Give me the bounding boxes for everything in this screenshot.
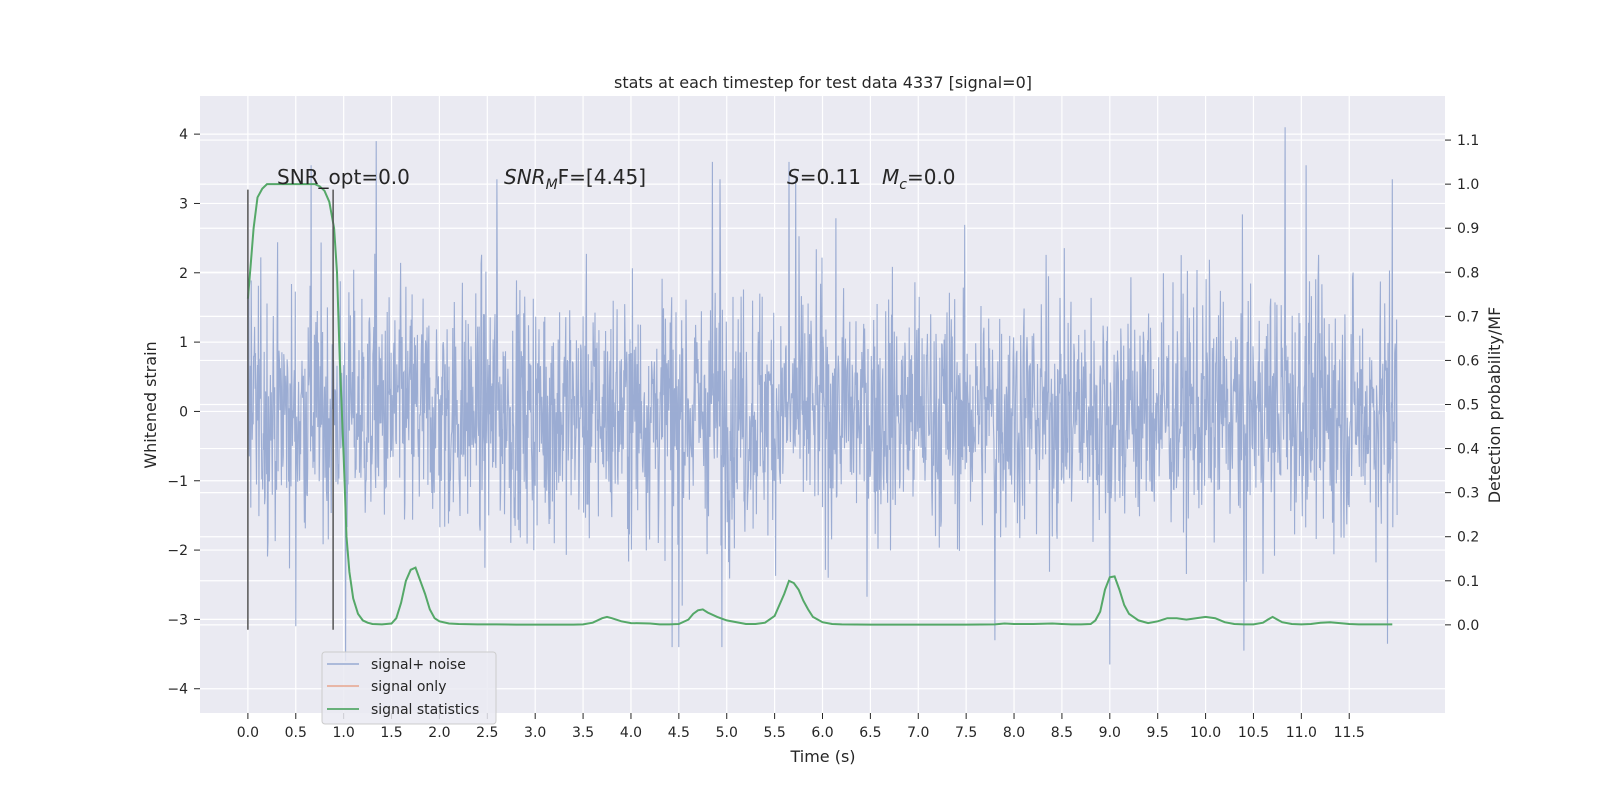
legend-box bbox=[321, 651, 497, 725]
x-tick-label: 0.0 bbox=[237, 725, 259, 741]
x-tick-label: 7.0 bbox=[907, 725, 929, 741]
x-tick-label: 1.0 bbox=[333, 725, 355, 741]
y-right-tick-label: 0.4 bbox=[1457, 442, 1479, 458]
x-tick-label: 11.0 bbox=[1286, 725, 1317, 741]
x-tick-label: 3.5 bbox=[572, 725, 594, 741]
y-right-tick-label: 0.1 bbox=[1457, 574, 1479, 590]
y-right-tick-label: 0.5 bbox=[1457, 398, 1479, 414]
x-tick-label: 10.5 bbox=[1238, 725, 1269, 741]
y-right-tick-label: 0.3 bbox=[1457, 486, 1479, 502]
x-tick-label: 9.0 bbox=[1099, 725, 1121, 741]
x-tick-label: 4.0 bbox=[620, 725, 642, 741]
y-left-axis-label: Whitened strain bbox=[141, 341, 160, 468]
x-tick-label: 6.0 bbox=[811, 725, 833, 741]
x-tick-label: 9.5 bbox=[1147, 725, 1169, 741]
legend-label-signal-noise: signal+ noise bbox=[371, 657, 466, 673]
legend-label-signal-only: signal only bbox=[371, 679, 446, 695]
legend-label-signal-statistics: signal statistics bbox=[371, 702, 479, 718]
x-axis-ticks: 0.0 0.5 1.0 1.5 2.0 2.5 3.0 3.5 4.0 4.5 5.0 5.5 6.0 6… bbox=[237, 713, 1365, 741]
x-tick-label: 5.0 bbox=[716, 725, 738, 741]
y-right-axis-ticks: 0.0 0.1 0.2 0.3 0.4 0.5 0.6 0.7 0.8 0.9 1.0 1.1 bbox=[1445, 133, 1479, 634]
y-right-tick-label: 0.0 bbox=[1457, 618, 1479, 634]
annotation-snr-opt: SNR_opt=0.0 bbox=[277, 165, 410, 189]
y-left-tick-label: 0 bbox=[179, 404, 188, 420]
x-tick-label: 8.0 bbox=[1003, 725, 1025, 741]
y-right-tick-label: 0.2 bbox=[1457, 530, 1479, 546]
x-tick-label: 3.0 bbox=[524, 725, 546, 741]
x-tick-label: 8.5 bbox=[1051, 725, 1073, 741]
annotations: SNR_opt=0.0 SNRMF=[4.45] S=0.11 Mc=0.0 bbox=[277, 165, 956, 193]
y-left-tick-label: 1 bbox=[179, 335, 188, 351]
vertical-markers bbox=[247, 189, 334, 630]
series-signal-noise bbox=[247, 127, 1398, 665]
legend: signal+ noise signal only signal statist… bbox=[321, 651, 497, 725]
x-tick-label: 1.5 bbox=[380, 725, 402, 741]
line-signal-statistics bbox=[246, 183, 1393, 626]
y-right-axis-label: Detection probability/MF bbox=[1485, 307, 1504, 504]
y-right-tick-label: 0.8 bbox=[1457, 265, 1479, 281]
chart-title: stats at each timestep for test data 433… bbox=[614, 73, 1032, 92]
y-left-tick-label: 4 bbox=[179, 127, 188, 143]
y-left-tick-label: −1 bbox=[167, 474, 188, 490]
x-tick-label: 11.5 bbox=[1334, 725, 1365, 741]
series-signal-statistics bbox=[246, 183, 1393, 626]
y-left-tick-label: −2 bbox=[167, 543, 188, 559]
x-tick-label: 2.5 bbox=[476, 725, 498, 741]
x-tick-label: 5.5 bbox=[763, 725, 785, 741]
y-right-tick-label: 0.7 bbox=[1457, 309, 1479, 325]
y-right-tick-label: 1.1 bbox=[1457, 133, 1479, 149]
x-tick-label: 2.0 bbox=[428, 725, 450, 741]
y-left-tick-label: −3 bbox=[167, 612, 188, 628]
x-axis-label: Time (s) bbox=[789, 747, 855, 766]
x-tick-label: 6.5 bbox=[859, 725, 881, 741]
line-signal-noise bbox=[247, 127, 1398, 665]
x-tick-label: 7.5 bbox=[955, 725, 977, 741]
y-right-tick-label: 1.0 bbox=[1457, 177, 1479, 193]
annotation-snr-mf: SNRMF=[4.45] bbox=[504, 165, 646, 193]
x-tick-label: 10.0 bbox=[1190, 725, 1221, 741]
x-tick-label: 0.5 bbox=[285, 725, 307, 741]
y-left-tick-label: 2 bbox=[179, 266, 188, 282]
y-left-tick-label: 3 bbox=[179, 196, 188, 212]
annotation-s: S=0.11 bbox=[787, 165, 861, 189]
y-left-tick-label: −4 bbox=[167, 682, 188, 698]
y-left-axis-ticks: −4 −3 −2 −1 0 1 2 3 4 bbox=[167, 127, 200, 698]
y-right-tick-label: 0.9 bbox=[1457, 221, 1479, 237]
y-right-tick-label: 0.6 bbox=[1457, 353, 1479, 369]
annotation-mc: Mc=0.0 bbox=[882, 165, 956, 193]
x-tick-label: 4.5 bbox=[668, 725, 690, 741]
